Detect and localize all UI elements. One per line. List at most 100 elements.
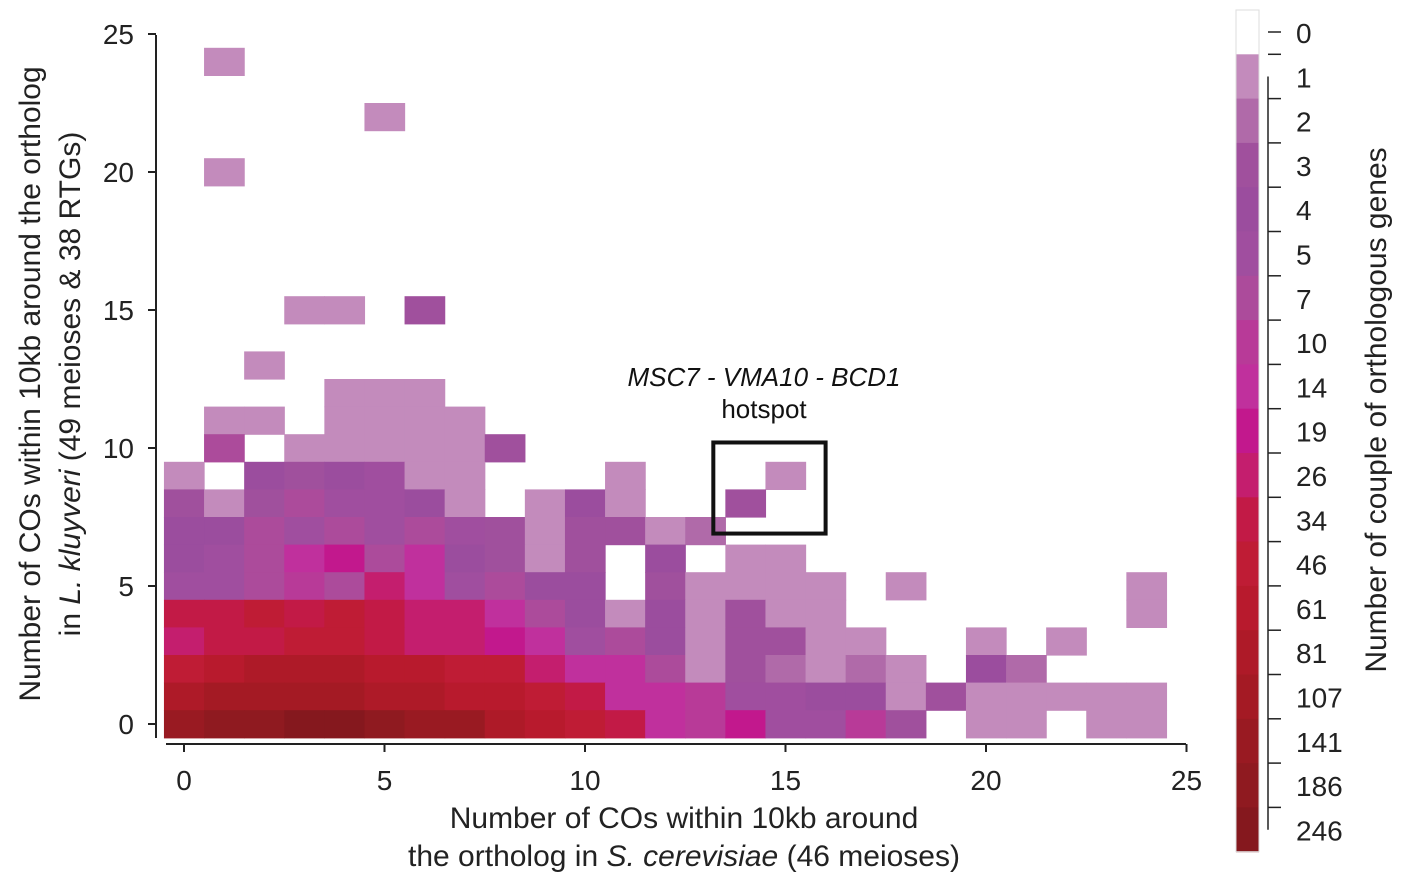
heatmap-cell [765,682,807,711]
heatmap-cell [404,599,446,628]
colorbar-label: 3 [1296,151,1312,182]
colorbar-label: 107 [1296,683,1343,714]
heatmap-cell [564,599,606,628]
heatmap-cell [765,599,807,628]
y-tick-label: 0 [118,709,134,740]
heatmap-cell [524,655,566,684]
heatmap-cell [605,710,646,739]
heatmap-cell [925,682,967,711]
heatmap-cell [645,710,686,739]
colorbar-label: 5 [1296,240,1312,271]
heatmap-cell [364,655,406,684]
heatmap-cell [204,489,245,518]
y-tick-label: 10 [103,433,134,464]
heatmap-cell [524,544,566,573]
heatmap-cell [204,599,245,628]
heatmap-cell [524,489,566,518]
heatmap-cell [364,103,406,132]
colorbar-segment [1236,453,1259,498]
heatmap-cell [484,517,526,546]
heatmap-cell [444,572,486,601]
heatmap-cell [885,572,927,601]
heatmap-cell [284,655,325,684]
colorbar-segment [1236,142,1259,188]
heatmap-cell [204,47,245,76]
heatmap-cell [564,517,606,546]
colorbar-segment [1236,10,1259,55]
heatmap-cell [364,461,406,490]
heatmap-cell [765,655,807,684]
heatmap-cell [244,406,285,435]
colorbar-label: 2 [1296,107,1312,138]
heatmap-cell [204,572,245,601]
heatmap-cell [284,489,325,518]
colorbar-label: 81 [1296,638,1327,669]
heatmap-cell [244,572,285,601]
heatmap-cell [645,572,686,601]
heatmap-cell [444,544,486,573]
heatmap-cell [805,655,847,684]
heatmap-cell [605,461,646,490]
heatmap-cell [564,572,606,601]
heatmap-cell [204,434,245,463]
colorbar-segment [1236,320,1259,365]
heatmap-cell [564,627,606,656]
heatmap-cell [484,544,526,573]
colorbar-segment [1236,763,1259,808]
x-tick-label: 0 [176,765,192,796]
heatmap-cell [645,517,686,546]
heatmap-cell [765,572,807,601]
heatmap-cell [244,517,285,546]
heatmap-cell [244,682,285,711]
colorbar-segment [1236,497,1259,543]
colorbar-label: 4 [1296,195,1312,226]
heatmap-cell [725,710,767,739]
heatmap-cell [404,379,446,408]
heatmap-cell [284,296,325,325]
heatmap-cell [725,544,767,573]
heatmap-cell [805,599,847,628]
heatmap-cell [484,599,526,628]
heatmap-cell [605,682,646,711]
heatmap-cell [645,544,686,573]
heatmap-cell [444,710,486,739]
hotspot-annotation: MSC7 - VMA10 - BCD1 hotspot [627,362,901,536]
colorbar-label: 246 [1296,815,1343,846]
heatmap-cell [805,682,847,711]
y-tick-label: 15 [103,295,134,326]
heatmap-cell [324,406,366,435]
heatmap-cell [324,682,366,711]
colorbar-label: 1 [1296,62,1312,93]
heatmap-cell [484,682,526,711]
colorbar-label: 186 [1296,771,1343,802]
heatmap-cell [324,517,366,546]
heatmap-cell [765,627,807,656]
y-axis-title-line1: Number of COs within 10kb around the ort… [14,66,47,701]
heatmap-cell [484,655,526,684]
heatmap-cell [564,682,606,711]
x-tick-label: 5 [377,765,393,796]
heatmap-cell [404,296,446,325]
heatmap-cell [845,627,887,656]
heatmap-cell [364,599,406,628]
heatmap-cell [163,599,205,628]
heatmap-cell [444,682,486,711]
heatmap-cell [765,461,807,490]
heatmap-cell [685,517,726,546]
heatmap-cell [484,434,526,463]
heatmap-cell [284,627,325,656]
heatmap-cell [965,655,1007,684]
heatmap-cell [725,489,767,518]
heatmap-cell [404,627,446,656]
heatmap-cell [364,434,406,463]
heatmap-cell [685,572,726,601]
heatmap-cell [1046,627,1087,656]
heatmap-cell [244,489,285,518]
colorbar-segment [1236,54,1259,100]
colorbar-label: 7 [1296,284,1312,315]
hotspot-gene-names: MSC7 - VMA10 - BCD1 [627,362,900,392]
heatmap-cell [805,627,847,656]
x-axis-title-line2: the ortholog in S. cerevisiae (46 meiose… [408,840,960,873]
heatmap-cell [885,655,927,684]
heatmap-cell [204,710,245,739]
